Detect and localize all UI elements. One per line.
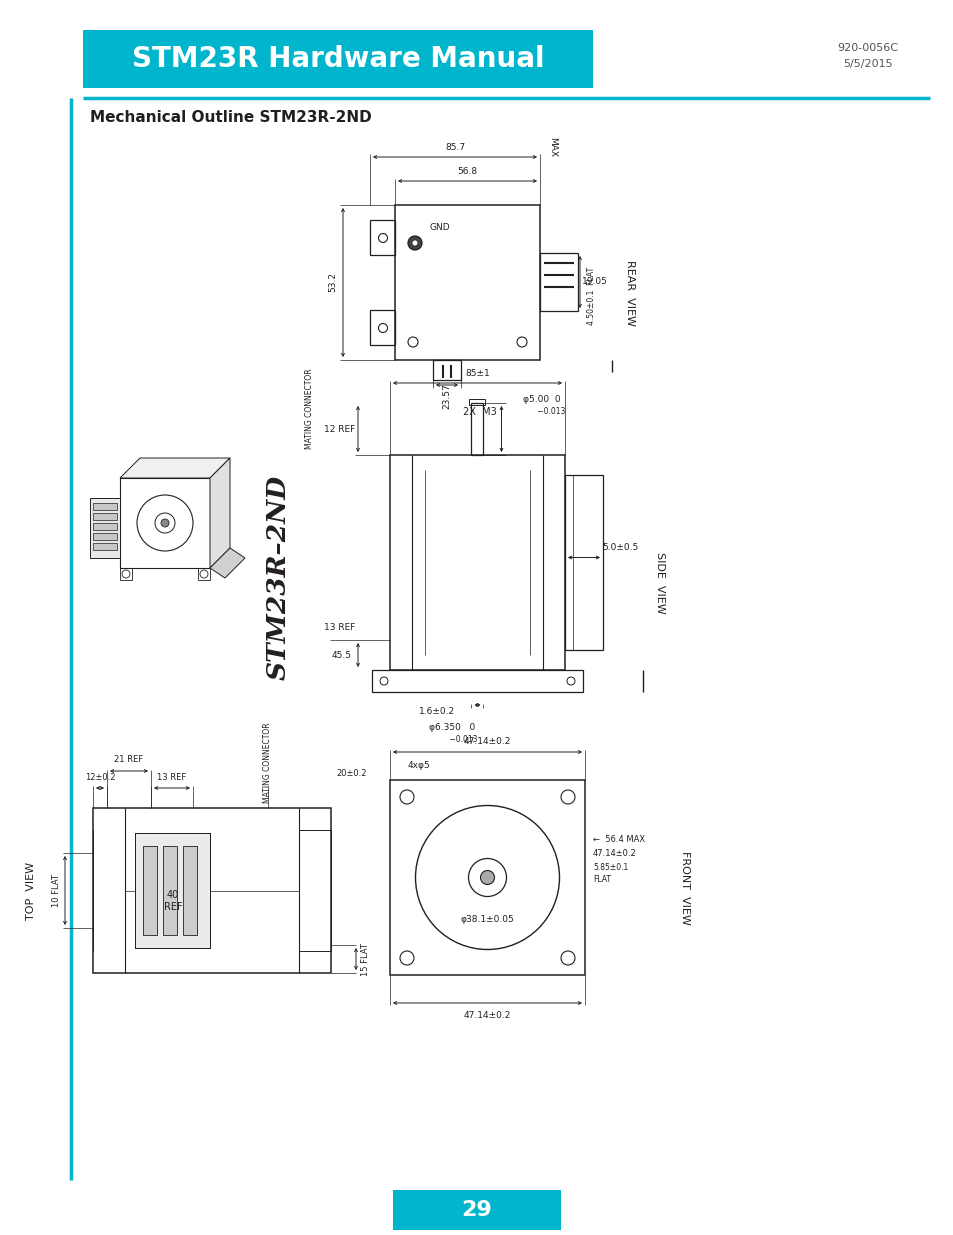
Text: TOP  VIEW: TOP VIEW xyxy=(26,862,36,920)
Text: Mechanical Outline STM23R-2ND: Mechanical Outline STM23R-2ND xyxy=(90,110,372,126)
Bar xyxy=(92,513,117,520)
Bar xyxy=(143,846,157,935)
Text: 5.0±0.5: 5.0±0.5 xyxy=(601,543,638,552)
Text: 23.57: 23.57 xyxy=(442,383,451,409)
Bar xyxy=(433,359,460,380)
Text: 10 FLAT: 10 FLAT xyxy=(52,874,61,906)
Bar xyxy=(92,503,117,510)
Text: FLAT: FLAT xyxy=(593,874,610,883)
Text: SIDE  VIEW: SIDE VIEW xyxy=(655,552,664,614)
Bar xyxy=(135,832,210,948)
Bar xyxy=(469,399,485,405)
Text: ←  56.4 MAX: ← 56.4 MAX xyxy=(593,835,644,844)
Text: REAR  VIEW: REAR VIEW xyxy=(624,259,635,326)
Bar xyxy=(390,454,564,671)
Circle shape xyxy=(408,236,421,249)
Text: 13 REF: 13 REF xyxy=(324,624,355,632)
Circle shape xyxy=(480,871,494,884)
Text: GND: GND xyxy=(430,222,450,231)
Text: −0.013: −0.013 xyxy=(523,406,565,415)
Bar xyxy=(370,220,395,254)
Bar xyxy=(471,403,483,454)
Text: 12 REF: 12 REF xyxy=(324,425,355,433)
Bar xyxy=(372,671,582,692)
Bar xyxy=(183,846,196,935)
Text: 45.5: 45.5 xyxy=(332,651,352,659)
Text: STM23R Hardware Manual: STM23R Hardware Manual xyxy=(132,44,544,73)
Bar xyxy=(390,781,584,974)
Text: FRONT  VIEW: FRONT VIEW xyxy=(679,851,689,925)
Bar xyxy=(92,522,117,530)
Text: MAX: MAX xyxy=(547,137,557,157)
Text: φ38.1±0.05: φ38.1±0.05 xyxy=(460,915,514,924)
Text: −0.013: −0.013 xyxy=(427,735,476,743)
Bar xyxy=(370,310,395,345)
Text: 15 FLAT: 15 FLAT xyxy=(360,942,370,976)
Circle shape xyxy=(412,240,417,246)
Text: MATING CONNECTOR: MATING CONNECTOR xyxy=(263,722,273,803)
Text: 4.50±0.1  FLAT: 4.50±0.1 FLAT xyxy=(587,267,596,325)
Text: 29: 29 xyxy=(461,1200,492,1220)
Polygon shape xyxy=(120,458,230,478)
Bar xyxy=(92,543,117,550)
Text: 53.2: 53.2 xyxy=(328,273,337,293)
Bar xyxy=(298,830,331,951)
Text: φ6.350   0: φ6.350 0 xyxy=(429,724,476,732)
Circle shape xyxy=(161,519,169,527)
Text: 40: 40 xyxy=(167,890,179,900)
Text: 5.85±0.1: 5.85±0.1 xyxy=(593,862,628,872)
Text: 12±0.2: 12±0.2 xyxy=(85,773,115,783)
Bar xyxy=(90,498,120,558)
Bar xyxy=(120,478,210,568)
Polygon shape xyxy=(210,458,230,568)
Bar xyxy=(564,475,602,650)
Bar xyxy=(163,846,177,935)
Bar xyxy=(120,568,132,580)
Text: 47.14±0.2: 47.14±0.2 xyxy=(463,736,511,746)
Text: 5/5/2015: 5/5/2015 xyxy=(842,59,892,69)
Bar xyxy=(198,568,210,580)
Bar xyxy=(135,832,210,948)
Text: MATING CONNECTOR: MATING CONNECTOR xyxy=(305,369,314,450)
Bar xyxy=(83,30,593,88)
Text: 47.14±0.2: 47.14±0.2 xyxy=(463,1010,511,1020)
Text: 920-0056C: 920-0056C xyxy=(837,43,898,53)
Polygon shape xyxy=(210,548,245,578)
Bar xyxy=(92,808,331,973)
Text: 4xφ5: 4xφ5 xyxy=(408,762,431,771)
Text: 85.7: 85.7 xyxy=(444,142,464,152)
Text: 47.14±0.2: 47.14±0.2 xyxy=(593,848,636,857)
Text: STM23R–2ND: STM23R–2ND xyxy=(265,475,291,680)
Text: 20±0.2: 20±0.2 xyxy=(335,768,366,778)
Text: 85±1: 85±1 xyxy=(465,368,489,378)
Text: 13 REF: 13 REF xyxy=(157,773,187,783)
Text: 56.8: 56.8 xyxy=(456,167,477,175)
Bar xyxy=(92,534,117,540)
Bar xyxy=(395,205,539,359)
Text: 2X  M3: 2X M3 xyxy=(462,408,497,417)
Bar xyxy=(393,1191,560,1230)
Text: 1.6±0.2: 1.6±0.2 xyxy=(419,708,456,716)
Bar xyxy=(539,253,578,311)
Text: 21 REF: 21 REF xyxy=(114,756,143,764)
Text: REF: REF xyxy=(164,903,182,913)
Text: φ5.00  0: φ5.00 0 xyxy=(523,394,560,404)
Text: 19.05: 19.05 xyxy=(581,278,607,287)
